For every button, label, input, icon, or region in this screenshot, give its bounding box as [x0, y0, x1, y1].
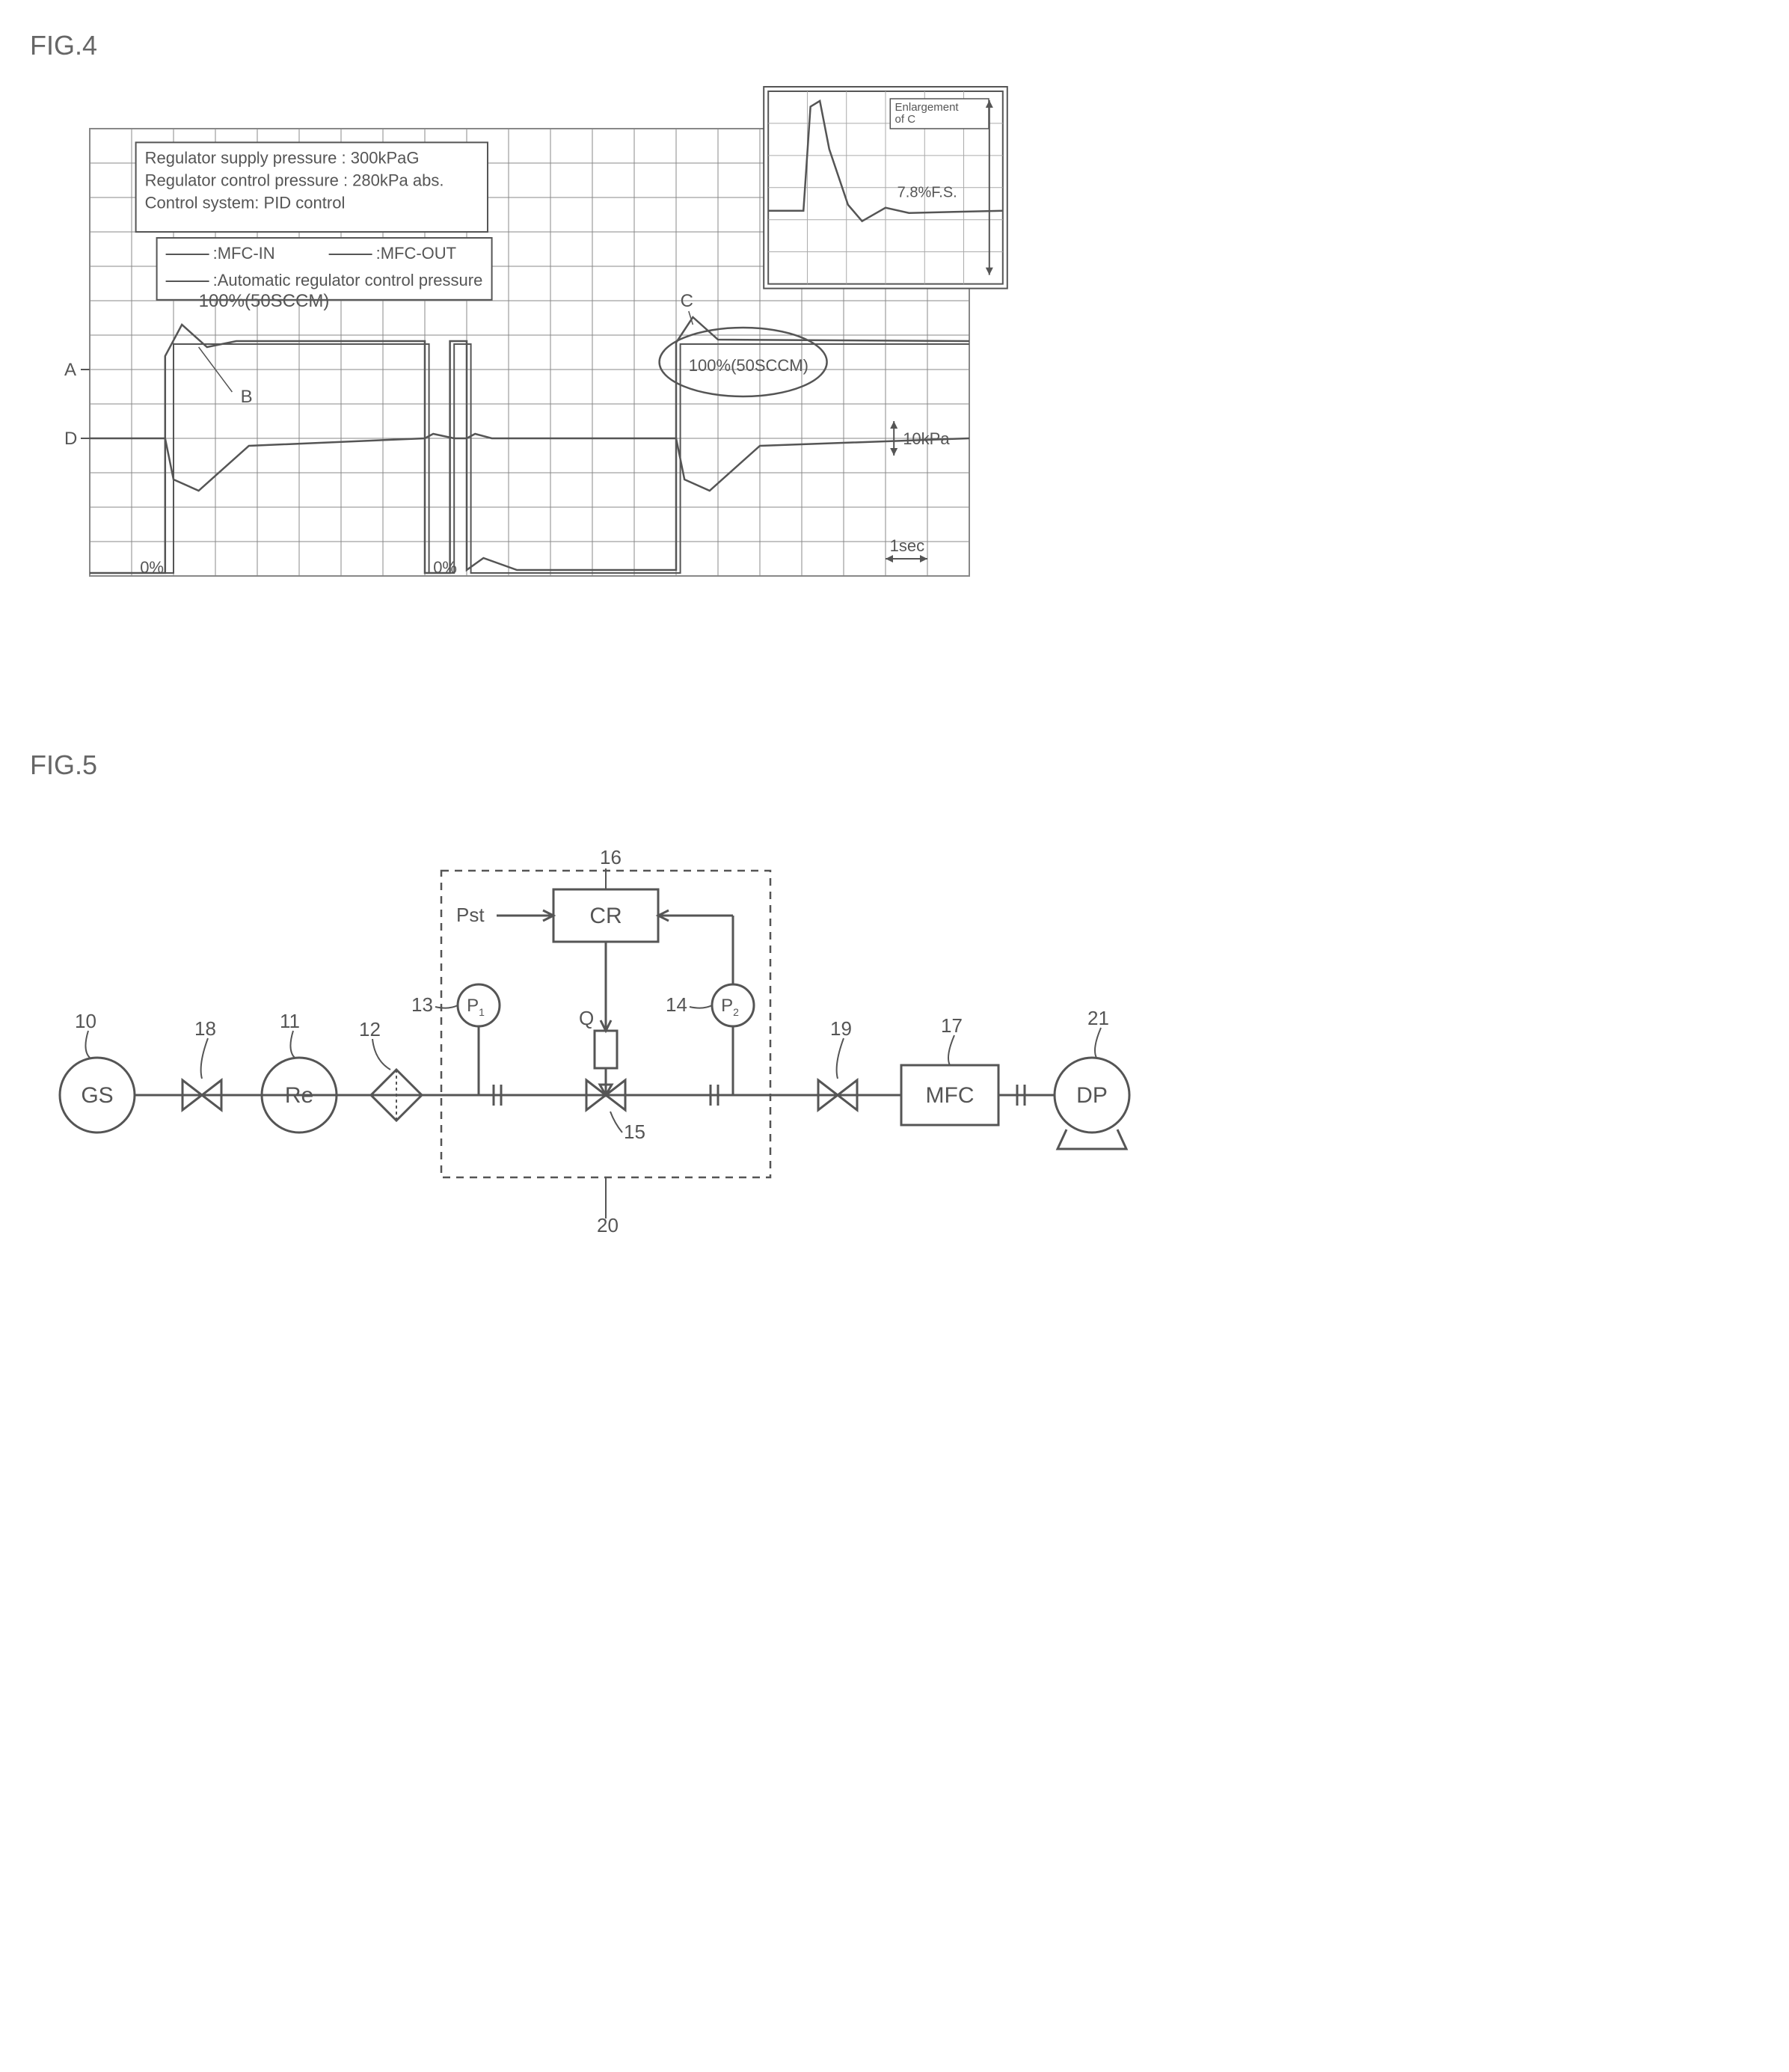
svg-text:Pst: Pst	[456, 904, 485, 926]
svg-text:12: 12	[359, 1018, 381, 1040]
svg-text:21: 21	[1087, 1007, 1109, 1029]
svg-text:P2: P2	[721, 996, 739, 1018]
svg-text:C: C	[681, 291, 693, 311]
svg-text:1sec: 1sec	[890, 536, 924, 555]
svg-text:14: 14	[666, 993, 687, 1016]
svg-text:0%: 0%	[433, 558, 457, 577]
svg-text:DP: DP	[1076, 1083, 1108, 1108]
fig4-chart: Regulator supply pressure : 300kPaG Regul…	[30, 76, 1152, 690]
svg-text:7.8%F.S.: 7.8%F.S.	[897, 185, 957, 201]
svg-text:P1: P1	[467, 996, 485, 1018]
svg-text:10: 10	[75, 1010, 96, 1032]
svg-text:13: 13	[411, 993, 433, 1016]
svg-text:19: 19	[830, 1017, 852, 1040]
svg-text:GS: GS	[81, 1083, 113, 1108]
fig5-section: FIG.5 GS 10 18 Re 11 12 P1 13 P2 14 Q 15 CR 16 Pst 20 19…	[30, 750, 1759, 1260]
svg-text:MFC: MFC	[926, 1083, 975, 1108]
svg-text:16: 16	[600, 846, 622, 868]
svg-text:A: A	[64, 360, 76, 380]
fig4-label: FIG.4	[30, 30, 1759, 61]
svg-text:11: 11	[280, 1010, 300, 1032]
svg-text:10kPa: 10kPa	[903, 429, 950, 448]
svg-text::MFC-IN: :MFC-IN	[213, 244, 275, 263]
svg-text:Control system: PID control: Control system: PID control	[145, 193, 346, 212]
svg-text:100%(50SCCM): 100%(50SCCM)	[689, 356, 808, 375]
svg-text:18: 18	[194, 1017, 216, 1040]
svg-text:D: D	[64, 429, 77, 449]
svg-text:Re: Re	[285, 1083, 313, 1108]
svg-text:17: 17	[941, 1014, 963, 1037]
svg-text::MFC-OUT: :MFC-OUT	[376, 244, 457, 263]
svg-text:Regulator control pressure : 2: Regulator control pressure : 280kPa abs.	[145, 171, 444, 189]
svg-text::Automatic regulator control p: :Automatic regulator control pressure	[213, 271, 483, 289]
svg-text:0%: 0%	[140, 558, 164, 577]
fig4-section: FIG.4 Regulator supply pressure : 300kPa…	[30, 30, 1759, 690]
fig5-label: FIG.5	[30, 750, 1759, 781]
svg-text:CR: CR	[589, 904, 622, 928]
fig5-diagram: GS 10 18 Re 11 12 P1 13 P2 14 Q 15 CR 16 Pst 20 19 MFC 17 D…	[30, 796, 1167, 1260]
svg-text:100%(50SCCM): 100%(50SCCM)	[199, 291, 330, 311]
svg-text:20: 20	[597, 1214, 619, 1236]
svg-text:Regulator supply pressure : 30: Regulator supply pressure : 300kPaG	[145, 148, 420, 167]
svg-text:15: 15	[624, 1121, 645, 1143]
svg-text:B: B	[241, 387, 253, 407]
svg-text:Q: Q	[579, 1007, 594, 1029]
